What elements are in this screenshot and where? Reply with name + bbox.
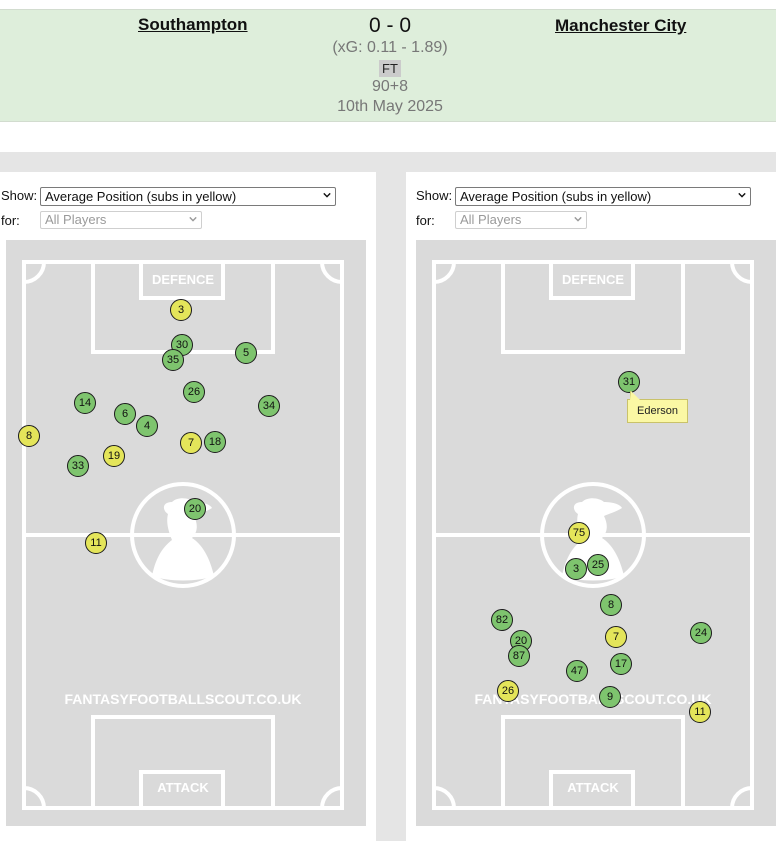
- chevron-down-icon: [189, 216, 197, 222]
- section-divider: [0, 152, 776, 172]
- home-player-marker-11[interactable]: 11: [85, 532, 107, 554]
- chevron-down-icon: [574, 216, 582, 222]
- away-player-marker-26[interactable]: 26: [497, 680, 519, 702]
- home-player-marker-6[interactable]: 6: [114, 403, 136, 425]
- away-player-filter-select[interactable]: All Players: [455, 211, 587, 229]
- player-tooltip: Ederson: [627, 391, 688, 423]
- home-player-marker-5[interactable]: 5: [235, 342, 257, 364]
- pitch-markings: [432, 260, 754, 810]
- status-badge-wrap: FT: [290, 60, 490, 78]
- home-pitch: DEFENCE ATTACK FANTASYFOOTBALLSCOUT.CO.UK 3…: [6, 240, 366, 826]
- away-player-marker-87[interactable]: 87: [508, 645, 530, 667]
- home-player-marker-8[interactable]: 8: [18, 425, 40, 447]
- watermark-text: FANTASYFOOTBALLSCOUT.CO.UK: [64, 691, 302, 707]
- home-player-marker-34[interactable]: 34: [258, 395, 280, 417]
- home-player-filter-value: All Players: [45, 212, 107, 227]
- away-view-select[interactable]: Average Position (subs in yellow): [455, 187, 751, 206]
- for-label: for:: [416, 213, 435, 228]
- match-date: 10th May 2025: [337, 98, 443, 115]
- away-view-select-value: Average Position (subs in yellow): [460, 189, 652, 204]
- home-view-select-value: Average Position (subs in yellow): [45, 189, 237, 204]
- home-team-link[interactable]: Southampton: [138, 15, 248, 34]
- home-player-marker-18[interactable]: 18: [204, 431, 226, 453]
- xg-summary: (xG: 0.11 - 1.89): [332, 39, 448, 56]
- away-player-marker-47[interactable]: 47: [566, 660, 588, 682]
- home-player-filter-select[interactable]: All Players: [40, 211, 202, 229]
- match-score: 0 - 0: [368, 14, 412, 37]
- attack-label: ATTACK: [157, 780, 209, 795]
- show-label: Show:: [1, 188, 38, 203]
- match-header: Southampton 0 - 0 Manchester City (xG: 0…: [0, 9, 776, 122]
- home-player-marker-3[interactable]: 3: [170, 299, 192, 321]
- chevron-down-icon: [738, 192, 746, 198]
- away-team-link[interactable]: Manchester City: [555, 16, 687, 35]
- away-player-marker-31[interactable]: 31: [618, 371, 640, 393]
- attack-label: ATTACK: [567, 780, 619, 795]
- match-minutes: 90+8: [371, 78, 409, 95]
- defence-label: DEFENCE: [561, 272, 625, 287]
- home-player-marker-33[interactable]: 33: [67, 455, 89, 477]
- home-player-marker-14[interactable]: 14: [74, 392, 96, 414]
- away-pitch: DEFENCE ATTACK FANTASYFOOTBALLSCOUT.CO.UK 3…: [416, 240, 776, 826]
- away-player-filter-value: All Players: [460, 212, 522, 227]
- away-player-marker-7[interactable]: 7: [605, 626, 627, 648]
- watermark-text: FANTASYFOOTBALLSCOUT.CO.UK: [474, 691, 712, 707]
- away-player-marker-17[interactable]: 17: [610, 653, 632, 675]
- defence-label: DEFENCE: [151, 272, 215, 287]
- away-player-marker-82[interactable]: 82: [491, 609, 513, 631]
- home-player-marker-19[interactable]: 19: [103, 445, 125, 467]
- home-player-marker-20[interactable]: 20: [184, 498, 206, 520]
- away-player-marker-3[interactable]: 3: [565, 558, 587, 580]
- away-player-marker-11[interactable]: 11: [689, 701, 711, 723]
- away-player-marker-8[interactable]: 8: [600, 594, 622, 616]
- status-badge: FT: [379, 60, 401, 77]
- pitch-markings: [22, 260, 344, 810]
- away-player-marker-25[interactable]: 25: [587, 554, 609, 576]
- away-player-marker-9[interactable]: 9: [599, 686, 621, 708]
- home-view-select[interactable]: Average Position (subs in yellow): [40, 187, 336, 206]
- logo-silhouette: [152, 498, 214, 581]
- away-player-marker-75[interactable]: 75: [568, 522, 590, 544]
- panel-gutter: [376, 172, 406, 841]
- home-player-marker-26[interactable]: 26: [183, 381, 205, 403]
- home-player-marker-7[interactable]: 7: [180, 432, 202, 454]
- chevron-down-icon: [323, 192, 331, 198]
- show-label: Show:: [416, 188, 453, 203]
- home-player-marker-4[interactable]: 4: [136, 415, 158, 437]
- away-player-marker-24[interactable]: 24: [690, 622, 712, 644]
- home-player-marker-35[interactable]: 35: [162, 349, 184, 371]
- for-label: for:: [1, 213, 20, 228]
